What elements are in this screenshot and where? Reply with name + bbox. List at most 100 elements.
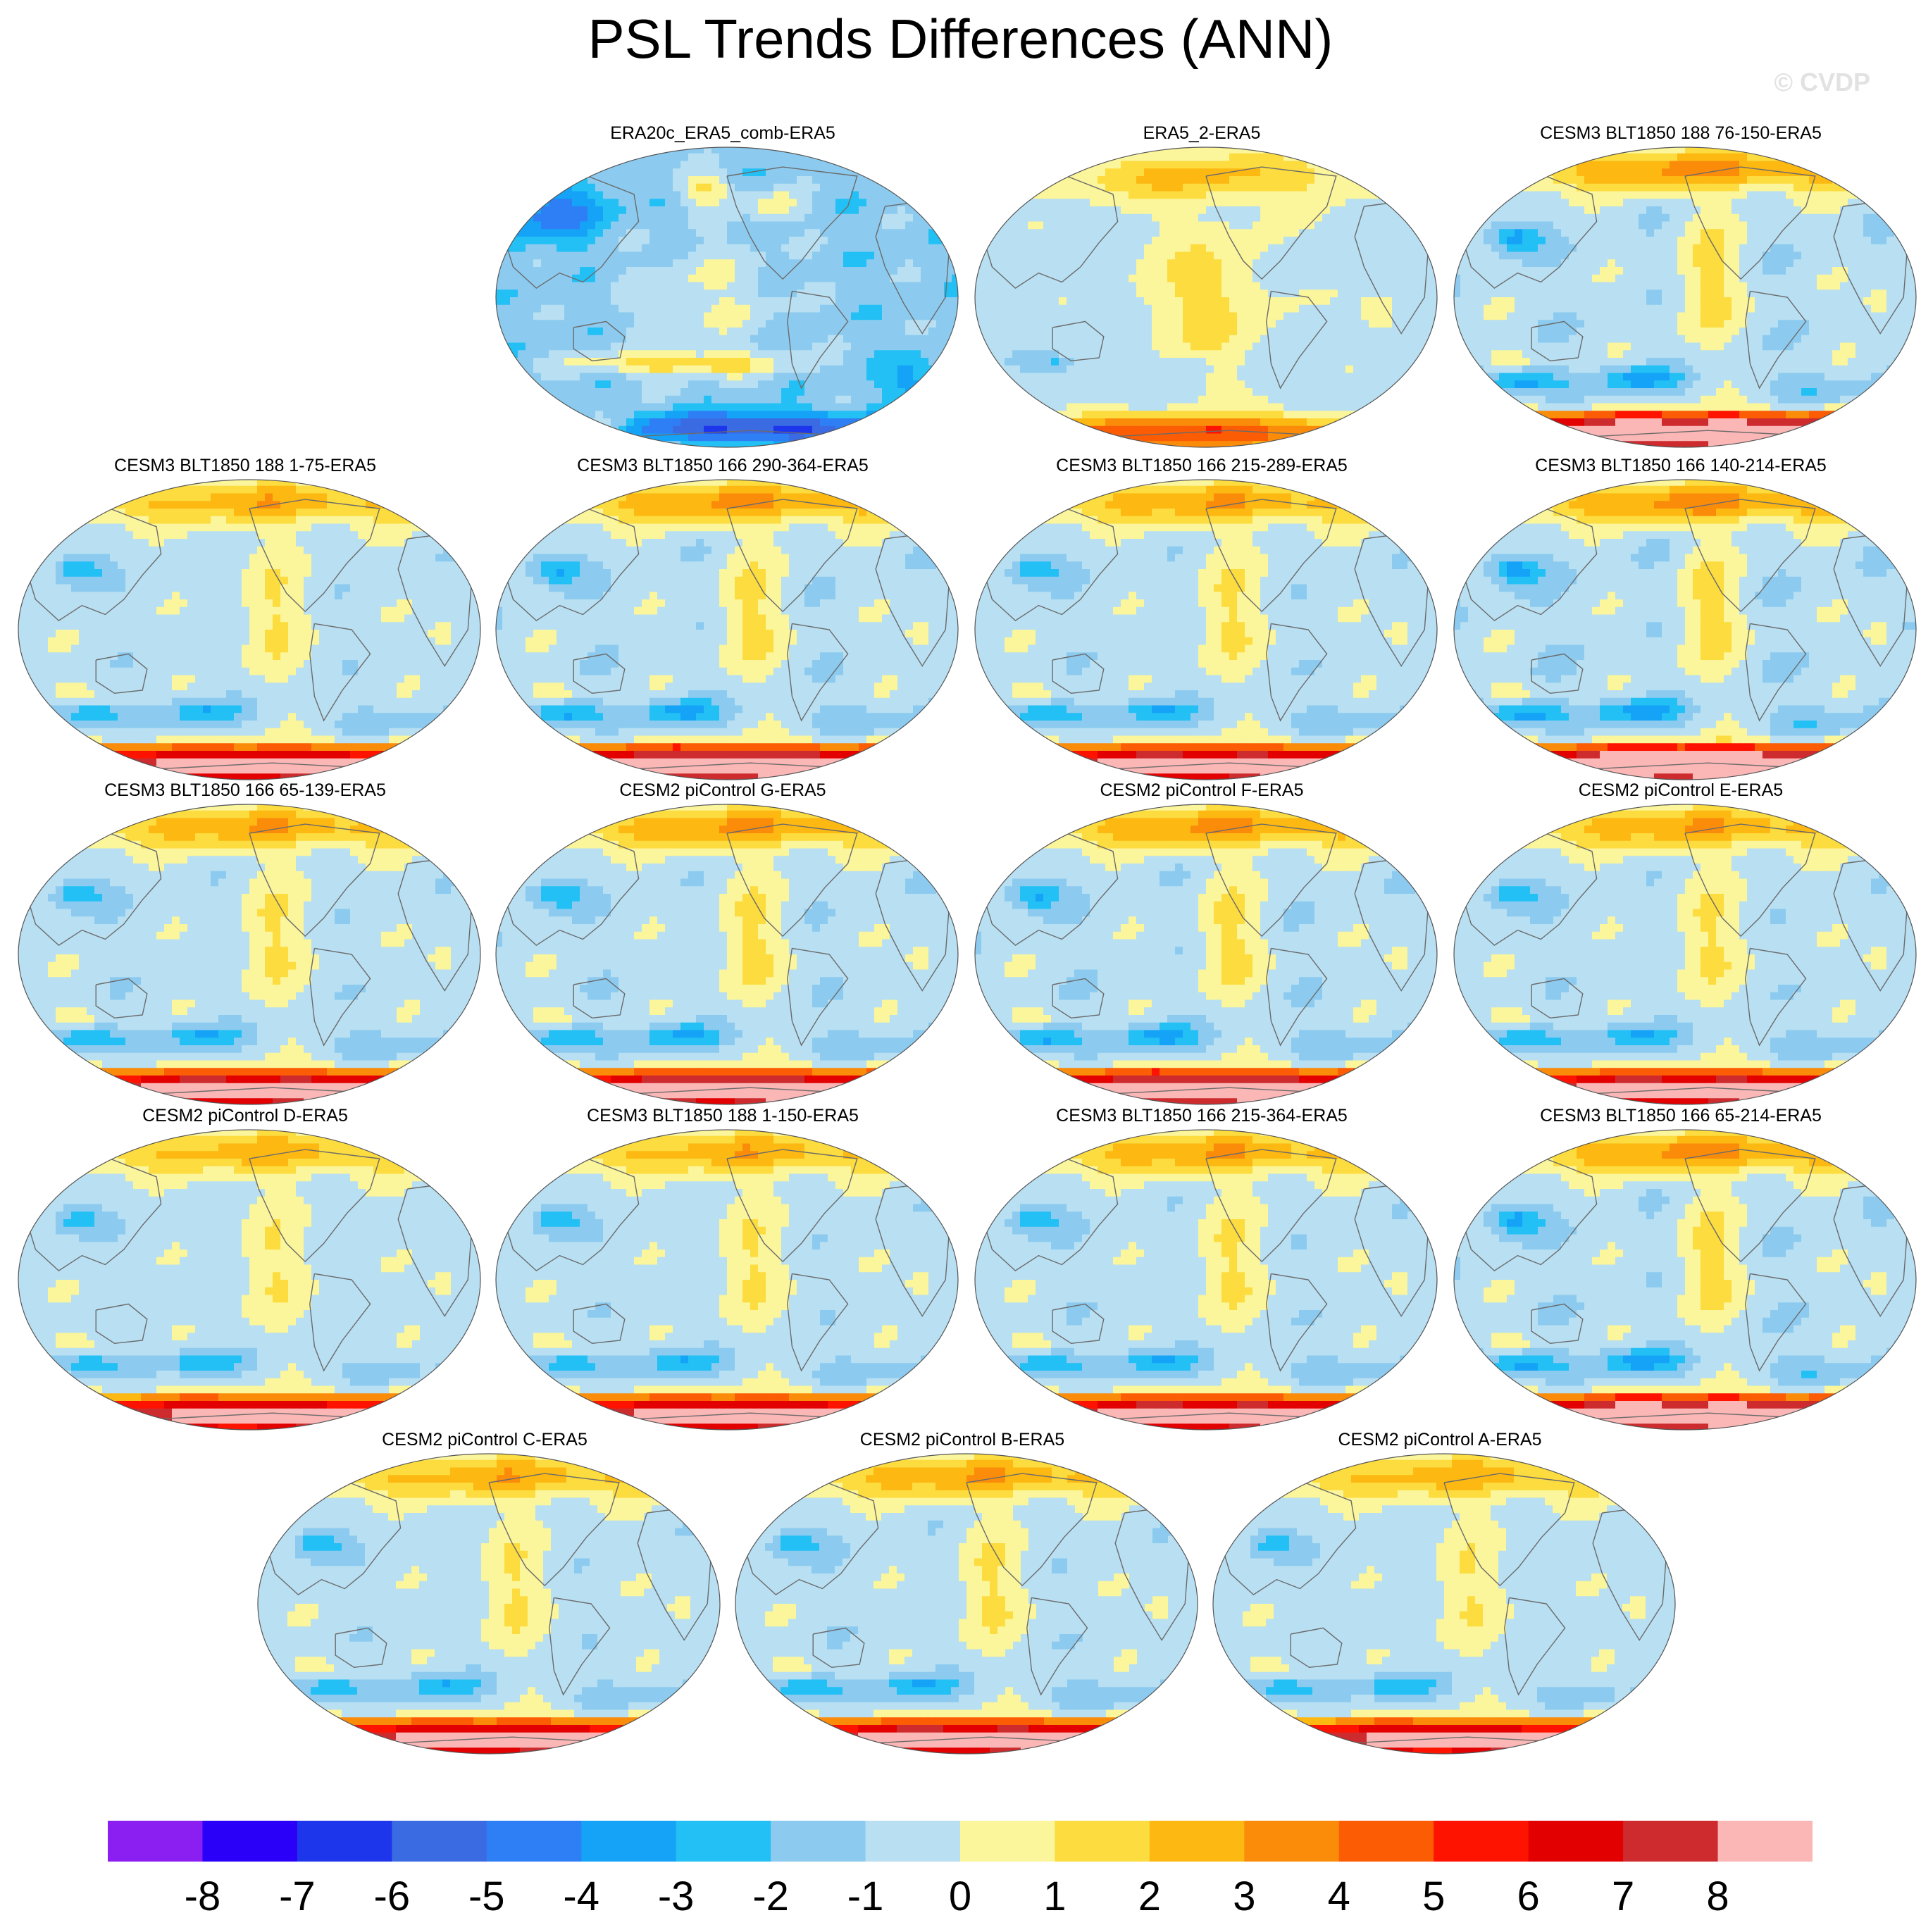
map-border — [974, 479, 1438, 780]
map-border — [974, 147, 1438, 448]
colorbar-swatch — [960, 1821, 1055, 1862]
panel-title: CESM3 BLT1850 166 140-214-ERA5 — [1444, 454, 1917, 477]
psl-trend-field — [496, 1130, 958, 1430]
map-plot — [495, 804, 959, 1105]
colorbar-tick-label: -8 — [170, 1876, 234, 1917]
colorbar-swatch — [297, 1821, 392, 1862]
map-panel: CESM3 BLT1850 166 290-364-ERA5 — [486, 454, 959, 782]
psl-trend-field — [1213, 1454, 1675, 1754]
map-border — [1453, 804, 1917, 1105]
colorbar-swatch — [1149, 1821, 1245, 1862]
colorbar-swatch — [1244, 1821, 1340, 1862]
map-panel: CESM3 BLT1850 188 76-150-ERA5 — [1444, 122, 1917, 449]
map-plot — [18, 1129, 481, 1431]
panel-title: CESM2 piControl E-ERA5 — [1444, 779, 1917, 802]
map-border — [974, 1129, 1438, 1431]
map-panel: ERA20c_ERA5_comb-ERA5 — [486, 122, 959, 449]
colorbar-labels: -8 -7 -6 -5 -4 -3 -2 -1 0 1 2 3 4 5 6 7 8 — [0, 1876, 1921, 1926]
map-panel: CESM2 piControl D-ERA5 — [8, 1104, 482, 1432]
map-border — [495, 147, 959, 448]
psl-trend-field — [1454, 1130, 1916, 1430]
colorbar — [108, 1821, 1813, 1862]
colorbar-swatch — [581, 1821, 677, 1862]
colorbar-swatch — [1338, 1821, 1434, 1862]
colorbar-tick-label: -4 — [549, 1876, 613, 1917]
psl-trend-field — [18, 804, 480, 1104]
colorbar-tick-label: -5 — [455, 1876, 518, 1917]
map-plot — [18, 479, 481, 780]
map-plot — [974, 804, 1438, 1105]
map-panel: CESM3 BLT1850 188 1-75-ERA5 — [8, 454, 482, 782]
map-plot — [495, 479, 959, 780]
map-plot — [1453, 804, 1917, 1105]
psl-trend-field — [496, 480, 958, 780]
map-border — [735, 1453, 1198, 1755]
panel-title: CESM2 piControl A-ERA5 — [1203, 1428, 1677, 1451]
psl-trend-field — [258, 1454, 720, 1754]
colorbar-tick-label: 0 — [928, 1876, 992, 1917]
panel-title: ERA5_2-ERA5 — [965, 122, 1438, 144]
map-plot — [1453, 479, 1917, 780]
panel-title: CESM3 BLT1850 188 76-150-ERA5 — [1444, 122, 1917, 144]
colorbar-tick-label: 5 — [1402, 1876, 1465, 1917]
map-border — [974, 804, 1438, 1105]
map-border — [495, 1129, 959, 1431]
figure-title: PSL Trends Differences (ANN) — [0, 11, 1921, 66]
map-panel: CESM2 piControl C-ERA5 — [248, 1428, 721, 1756]
panel-title: CESM2 piControl C-ERA5 — [248, 1428, 721, 1451]
colorbar-swatch — [486, 1821, 582, 1862]
psl-trend-field — [1454, 804, 1916, 1104]
colorbar-swatch — [1434, 1821, 1529, 1862]
panel-title: CESM3 BLT1850 166 215-364-ERA5 — [965, 1104, 1438, 1127]
panel-title: CESM2 piControl F-ERA5 — [965, 779, 1438, 802]
map-plot — [974, 479, 1438, 780]
psl-trend-field — [975, 480, 1437, 780]
map-panel: CESM3 BLT1850 166 215-289-ERA5 — [965, 454, 1438, 782]
map-panel: CESM3 BLT1850 166 215-364-ERA5 — [965, 1104, 1438, 1432]
map-panel: ERA5_2-ERA5 — [965, 122, 1438, 449]
colorbar-tick-label: 4 — [1307, 1876, 1371, 1917]
map-border — [1453, 147, 1917, 448]
colorbar-tick-label: -1 — [834, 1876, 897, 1917]
map-plot — [735, 1453, 1198, 1755]
map-border — [495, 804, 959, 1105]
map-border — [495, 479, 959, 780]
watermark: © CVDP — [1774, 68, 1870, 97]
psl-trend-field — [496, 804, 958, 1104]
panel-title: CESM2 piControl B-ERA5 — [726, 1428, 1199, 1451]
colorbar-tick-label: 7 — [1591, 1876, 1655, 1917]
map-plot — [18, 804, 481, 1105]
panel-title: CESM2 piControl G-ERA5 — [486, 779, 959, 802]
map-panel: CESM2 piControl A-ERA5 — [1203, 1428, 1677, 1756]
panel-title: CESM3 BLT1850 166 290-364-ERA5 — [486, 454, 959, 477]
colorbar-swatch — [1055, 1821, 1150, 1862]
map-plot — [257, 1453, 721, 1755]
panel-title: CESM3 BLT1850 166 215-289-ERA5 — [965, 454, 1438, 477]
psl-trend-field — [18, 480, 480, 780]
map-panel: CESM2 piControl B-ERA5 — [726, 1428, 1199, 1756]
panel-title: CESM3 BLT1850 166 65-214-ERA5 — [1444, 1104, 1917, 1127]
map-plot — [495, 1129, 959, 1431]
map-panel: CESM2 piControl G-ERA5 — [486, 779, 959, 1107]
map-plot — [974, 1129, 1438, 1431]
map-plot — [1453, 147, 1917, 448]
map-panel: CESM2 piControl F-ERA5 — [965, 779, 1438, 1107]
colorbar-swatch — [392, 1821, 487, 1862]
colorbar-tick-label: -6 — [360, 1876, 423, 1917]
map-border — [18, 479, 481, 780]
map-panel: CESM3 BLT1850 166 65-139-ERA5 — [8, 779, 482, 1107]
psl-trend-field — [975, 804, 1437, 1104]
colorbar-tick-label: -2 — [739, 1876, 802, 1917]
map-panel: CESM3 BLT1850 166 140-214-ERA5 — [1444, 454, 1917, 782]
psl-trend-field — [975, 147, 1437, 447]
colorbar-swatch — [676, 1821, 771, 1862]
panel-title: CESM3 BLT1850 166 65-139-ERA5 — [8, 779, 482, 802]
colorbar-swatch — [771, 1821, 866, 1862]
colorbar-swatch — [1528, 1821, 1624, 1862]
map-plot — [974, 147, 1438, 448]
colorbar-swatch — [108, 1821, 203, 1862]
colorbar-swatch — [202, 1821, 298, 1862]
colorbar-tick-label: -3 — [645, 1876, 708, 1917]
map-plot — [1212, 1453, 1676, 1755]
map-border — [1453, 1129, 1917, 1431]
